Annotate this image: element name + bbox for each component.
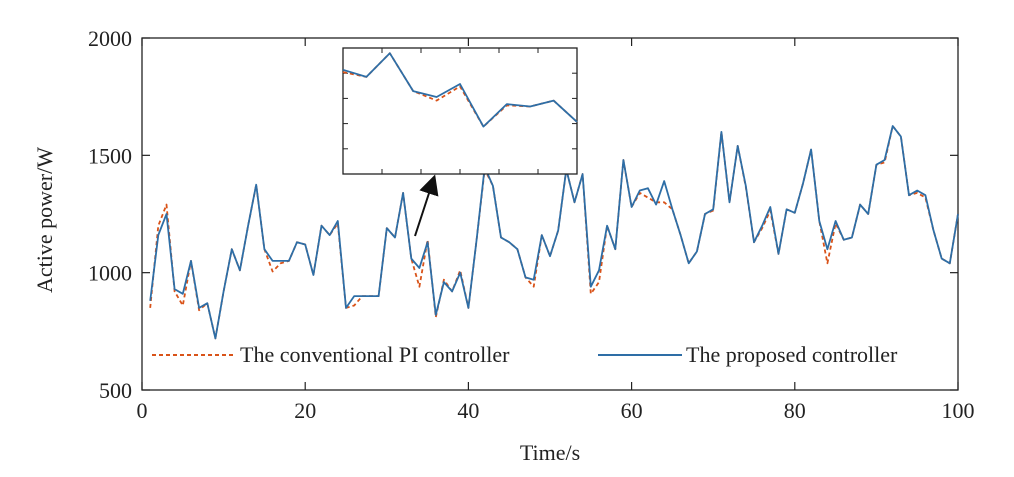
- x-tick-label: 40: [457, 398, 479, 423]
- x-tick-label: 0: [137, 398, 148, 423]
- inset-line-pi: [342, 52, 578, 128]
- legend-label-proposed: The proposed controller: [686, 342, 898, 367]
- inset-frame: [342, 47, 578, 175]
- y-axis-title: Active power/W: [32, 147, 57, 293]
- x-axis-title: Time/s: [520, 440, 580, 465]
- inset-line-proposed: [342, 52, 578, 128]
- inset-series-lines: [342, 52, 578, 128]
- y-tick-label: 500: [99, 378, 132, 403]
- series-line-proposed: [149, 125, 959, 340]
- y-tick-label: 1000: [88, 261, 132, 286]
- y-tick-label: 2000: [88, 26, 132, 51]
- inset-axis-ticks: [343, 48, 577, 174]
- main-axis-ticks: 0 20 40 60 80 100 500 1000 1500 2000: [88, 26, 975, 423]
- main-series-lines: [149, 125, 959, 340]
- x-tick-label: 100: [942, 398, 975, 423]
- legend-label-pi: The conventional PI controller: [240, 342, 510, 367]
- y-tick-label: 1500: [88, 143, 132, 168]
- zoom-arrow: [414, 174, 439, 237]
- x-tick-label: 60: [621, 398, 643, 423]
- x-tick-label: 80: [784, 398, 806, 423]
- x-tick-label: 20: [294, 398, 316, 423]
- legend: The conventional PI controller The propo…: [152, 342, 898, 367]
